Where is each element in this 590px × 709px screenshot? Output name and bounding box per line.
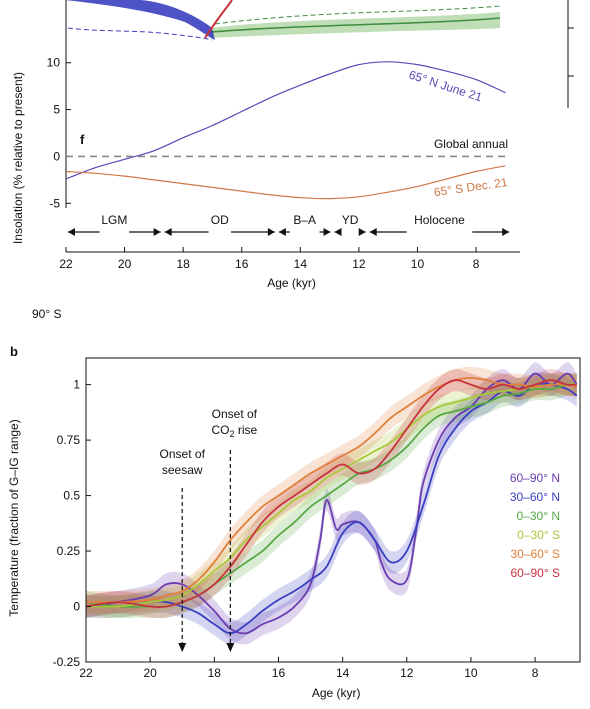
f-curve-label-0: 65° N June 21: [407, 68, 484, 105]
fragment-green-line: [209, 17, 501, 33]
b-x-tick-label: 8: [532, 666, 539, 680]
b-annotation-arrowhead: [178, 643, 187, 652]
fragment-red-line: [204, 0, 233, 39]
f-period-arrowhead-left: [164, 228, 172, 236]
f-y-tick-label: 5: [53, 103, 60, 117]
b-plot-frame: [85, 357, 581, 663]
fragment-blue-band: [65, 0, 215, 40]
f-x-tick-label: 16: [235, 257, 249, 271]
f-series-line-2: [65, 165, 506, 200]
f-x-tick-label: 22: [59, 257, 73, 271]
f-curve-label-1: Global annual: [434, 137, 508, 151]
f-x-tick-label: 10: [411, 257, 425, 271]
b-series-band-0: [86, 362, 577, 645]
f-period-arrowhead-right: [267, 228, 275, 236]
b-legend-entry-0: 60–90° N: [510, 471, 560, 485]
top-fragment: 90° S: [32, 0, 574, 321]
f-y-tick-label: 10: [47, 56, 61, 70]
b-x-tick-label: 10: [464, 666, 478, 680]
b-annotation-text: Onset of: [212, 407, 258, 421]
fragment-green-dashed: [214, 5, 501, 25]
b-annotation-text: Onset of: [160, 447, 206, 461]
fragment-label: 90° S: [32, 307, 61, 321]
b-series-line-5: [85, 379, 577, 608]
b-series-line-3: [85, 383, 577, 608]
f-period-arrowhead-right: [358, 228, 366, 236]
f-period-label: B–A: [293, 213, 316, 227]
f-x-tick-label: 14: [294, 257, 308, 271]
f-x-tick-label: 18: [176, 257, 190, 271]
f-period-label: YD: [342, 213, 359, 227]
b-series-band-5: [86, 369, 577, 619]
f-series-line-0: [65, 61, 506, 180]
f-x-tick-label: 12: [352, 257, 366, 271]
f-period-arrowhead-left: [369, 228, 377, 236]
f-x-axis-title: Age (kyr): [267, 276, 316, 290]
panel-b-temperature: b -0.25 0 0.25 0.5 0.75 1 22 20 18 16 14 12 10 8 Age (k…: [7, 344, 581, 700]
b-x-tick-label: 12: [400, 666, 414, 680]
f-period-label: Holocene: [414, 213, 465, 227]
b-legend-entry-2: 0–30° N: [517, 509, 561, 523]
b-series-band-2: [86, 373, 577, 618]
fragment-blue-dashed: [67, 27, 213, 41]
b-y-tick-label: 0.5: [63, 489, 80, 503]
b-series-band-3: [86, 373, 577, 618]
f-y-tick-label: -5: [49, 196, 60, 210]
b-panel-letter: b: [10, 344, 18, 359]
b-annotation-text: seesaw: [162, 463, 203, 477]
f-x-tick-label: 8: [473, 257, 480, 271]
f-period-arrowhead-left: [278, 228, 286, 236]
b-x-tick-label: 16: [272, 666, 286, 680]
b-series-band-1: [86, 372, 577, 645]
b-y-tick-label: 0.75: [57, 433, 81, 447]
panel-f-insolation: -5 0 5 10 22 20 18 16 14 12 10 8 Age (kyr) Insolation…: [11, 44, 520, 290]
b-y-tick-label: -0.25: [53, 655, 81, 669]
b-x-tick-label: 18: [208, 666, 222, 680]
b-y-axis-title: Temperature (fraction of G–IG range): [7, 419, 21, 616]
f-panel-letter: f: [80, 132, 85, 147]
b-y-tick-label: 1: [73, 378, 80, 392]
f-curve-label-2: 65° S Dec. 21: [433, 175, 509, 199]
f-y-axis-title: Insolation (% relative to present): [11, 72, 25, 244]
b-legend-entry-4: 30–60° S: [510, 547, 560, 561]
b-x-axis-title: Age (kyr): [312, 686, 361, 700]
b-x-tick-label: 22: [79, 666, 93, 680]
b-x-tick-label: 20: [143, 666, 157, 680]
b-x-tick-label: 14: [336, 666, 350, 680]
f-period-arrowhead-right: [153, 228, 161, 236]
b-legend-entry-1: 30–60° N: [510, 490, 560, 504]
f-y-tick-label: 0: [53, 149, 60, 163]
f-period-arrowhead-right: [502, 228, 510, 236]
b-y-tick-label: 0.25: [57, 544, 81, 558]
f-period-arrowhead-right: [323, 228, 331, 236]
b-annotation-text: CO2 rise: [212, 423, 258, 439]
f-x-tick-label: 20: [118, 257, 132, 271]
f-period-arrowhead-left: [334, 228, 342, 236]
f-period-label: LGM: [101, 213, 127, 227]
b-annotation-arrowhead: [226, 643, 235, 652]
b-y-tick-label: 0: [73, 600, 80, 614]
b-legend-entry-5: 60–90° S: [510, 566, 560, 580]
f-period-arrowhead-left: [68, 228, 75, 236]
f-period-label: OD: [211, 213, 229, 227]
b-legend-entry-3: 0–30° S: [517, 528, 560, 542]
